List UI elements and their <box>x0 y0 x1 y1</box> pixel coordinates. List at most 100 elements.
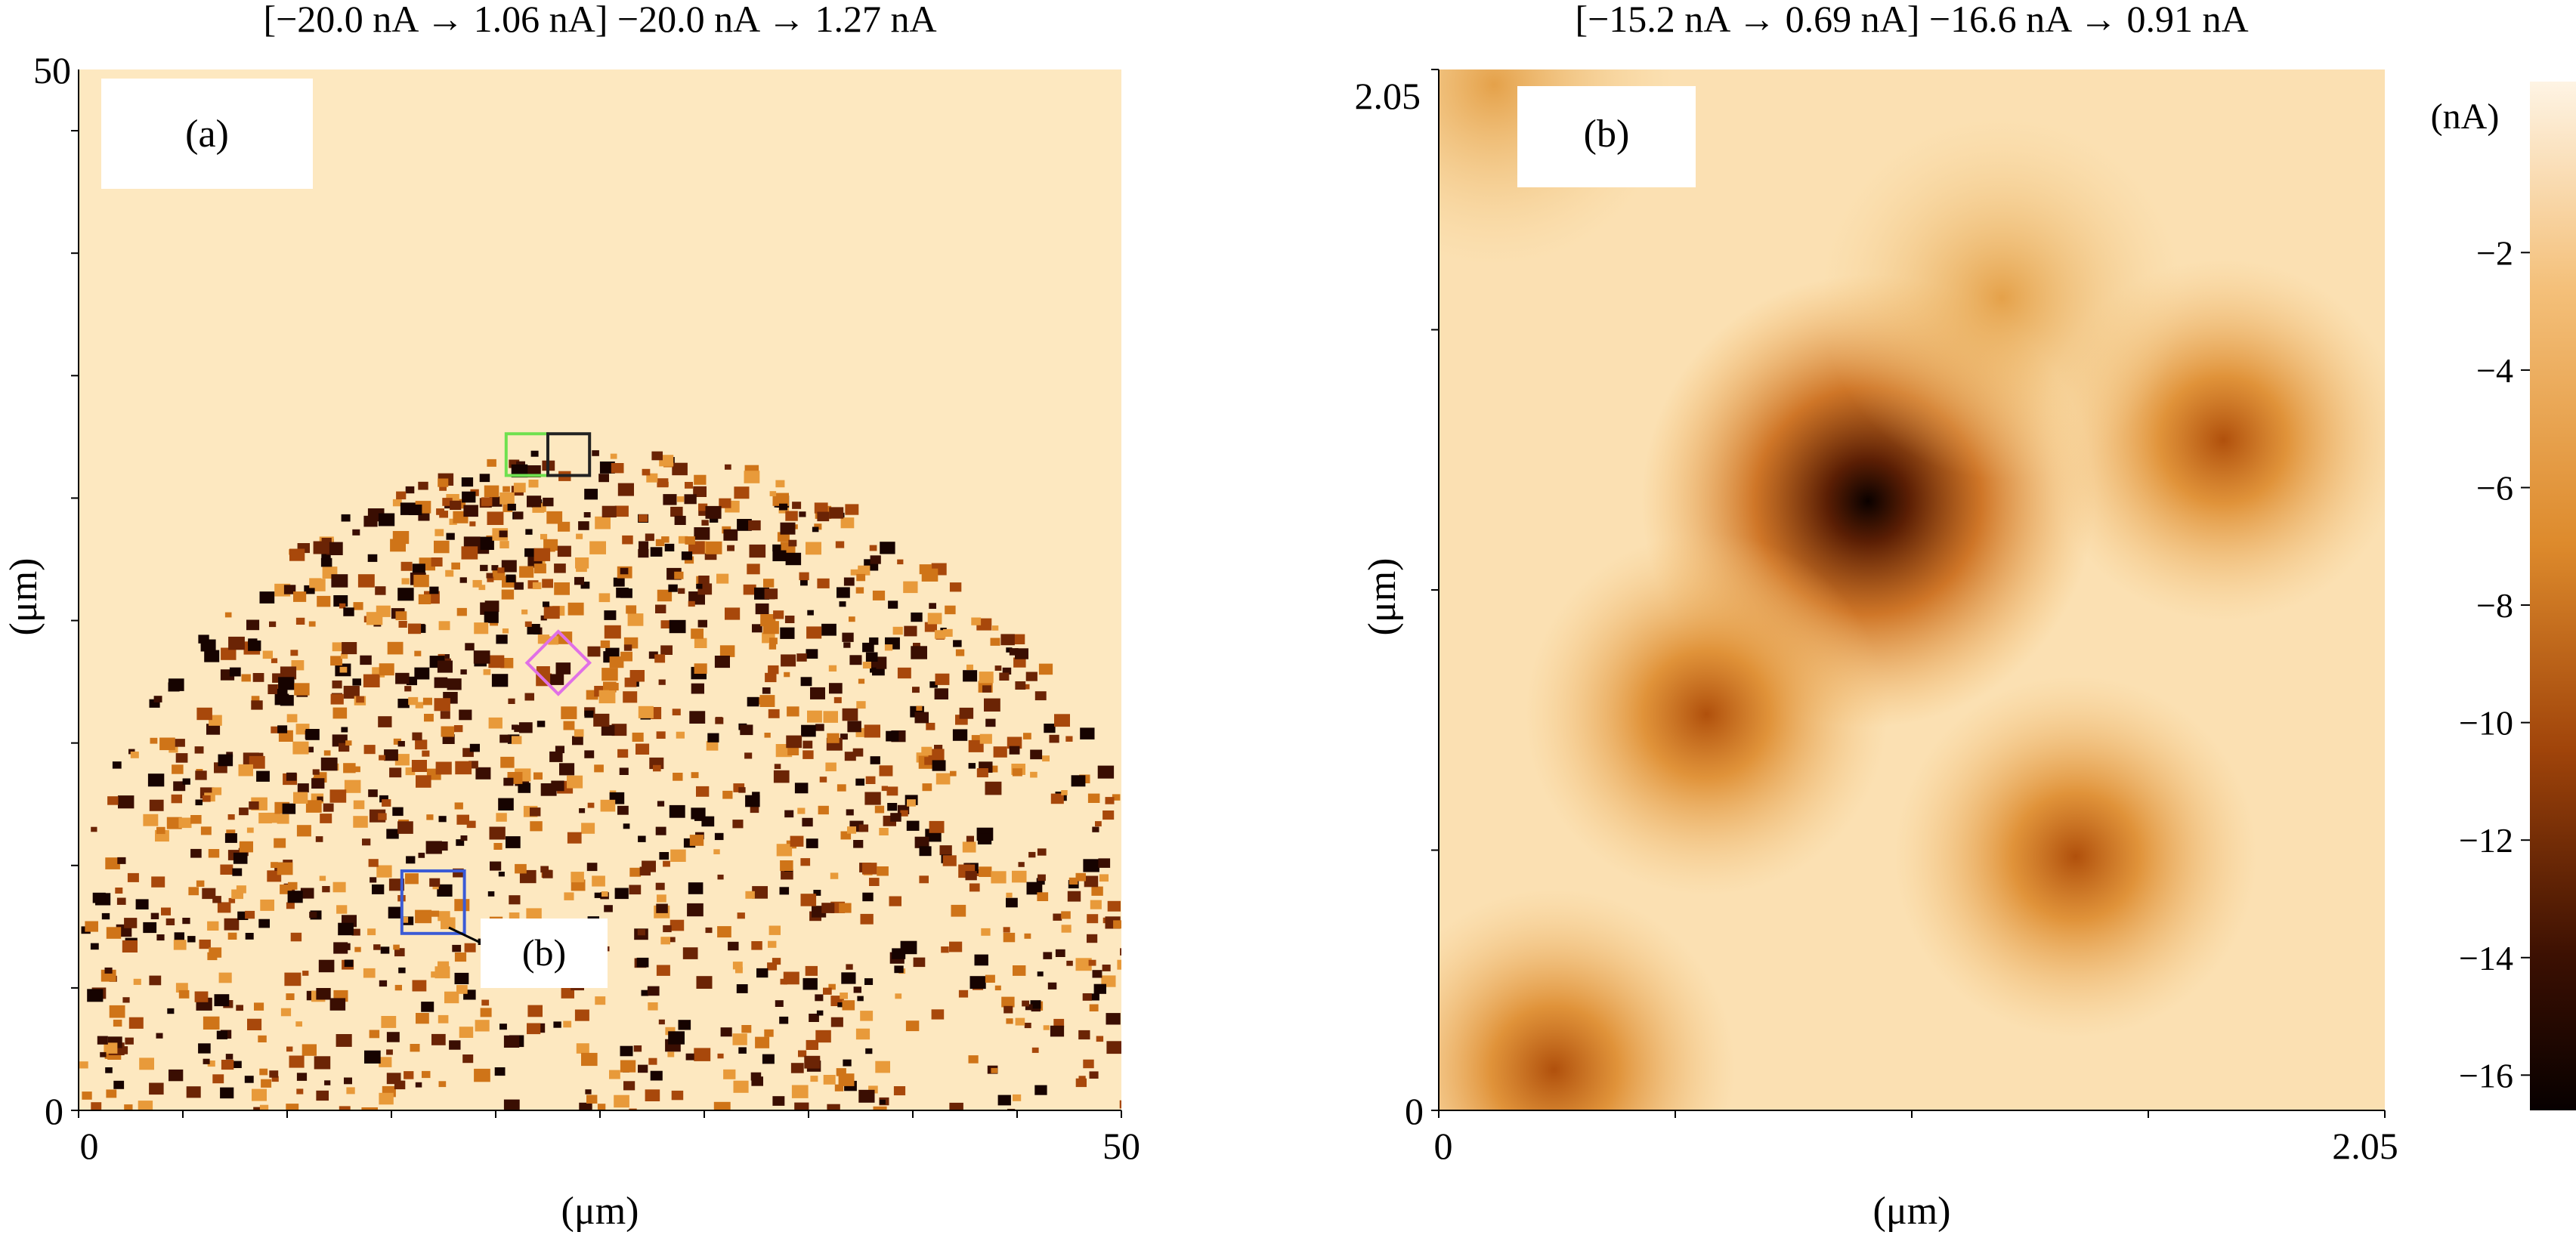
speckle-spot <box>669 619 686 634</box>
speckle-spot <box>405 873 419 885</box>
speckle-spot <box>207 921 219 931</box>
speckle-spot <box>691 628 704 639</box>
speckle-spot <box>398 621 407 628</box>
speckle-spot <box>713 1101 731 1110</box>
speckle-spot <box>727 545 734 551</box>
speckle-spot <box>527 1005 543 1017</box>
speckle-spot <box>344 1077 352 1085</box>
speckle-spot <box>269 621 277 628</box>
speckle-spot <box>1092 970 1102 978</box>
speckle-spot <box>1061 925 1072 933</box>
speckle-spot <box>493 843 503 850</box>
speckle-spot <box>829 507 844 519</box>
speckle-spot <box>576 533 583 539</box>
speckle-spot <box>194 991 209 1002</box>
speckle-spot <box>781 654 796 667</box>
speckle-spot <box>697 619 707 628</box>
speckle-spot <box>345 740 352 746</box>
speckle-spot <box>658 679 666 685</box>
speckle-spot <box>840 993 848 999</box>
speckle-spot <box>313 541 329 554</box>
speckle-spot <box>305 800 322 813</box>
speckle-spot <box>763 579 775 588</box>
speckle-spot <box>561 706 577 720</box>
speckle-spot <box>862 662 871 668</box>
speckle-spot <box>499 541 509 548</box>
speckle-spot <box>614 505 629 517</box>
speckle-spot <box>454 802 463 810</box>
speckle-spot <box>459 577 467 583</box>
speckle-spot <box>486 573 493 579</box>
speckle-spot <box>685 1053 694 1061</box>
speckle-spot <box>670 919 685 931</box>
speckle-spot <box>1028 851 1036 858</box>
speckle-spot <box>100 1051 107 1057</box>
speckle-spot <box>657 589 673 602</box>
speckle-spot <box>815 994 824 1002</box>
speckle-spot <box>1006 647 1013 653</box>
speckle-spot <box>182 918 190 925</box>
speckle-spot <box>623 691 638 703</box>
speckle-spot <box>810 687 825 699</box>
current-blob <box>1525 533 1888 896</box>
speckle-spot <box>411 760 427 772</box>
speckle-spot <box>227 932 237 940</box>
speckle-spot <box>579 1102 592 1110</box>
speckle-spot <box>524 548 536 557</box>
speckle-spot <box>942 855 957 866</box>
speckle-spot <box>614 888 629 900</box>
speckle-spot <box>665 1027 676 1036</box>
speckle-spot <box>105 857 120 869</box>
speckle-spot <box>415 702 424 709</box>
speckle-spot <box>945 605 956 615</box>
speckle-spot <box>106 1089 117 1098</box>
speckle-spot <box>1026 881 1043 895</box>
speckle-spot <box>454 899 470 912</box>
speckle-spot <box>1075 1078 1087 1088</box>
speckle-spot <box>922 783 932 792</box>
speckle-spot <box>576 1043 589 1054</box>
speckle-spot <box>1106 1013 1121 1025</box>
speckle-spot <box>1023 684 1030 690</box>
speckle-spot <box>788 539 797 547</box>
panel-a-label-box <box>101 79 313 189</box>
speckle-spot <box>172 764 184 774</box>
speckle-spot <box>530 450 539 457</box>
speckle-spot <box>1087 793 1100 803</box>
speckle-spot <box>814 502 828 514</box>
speckle-spot <box>501 560 517 573</box>
speckle-spot <box>627 613 644 626</box>
speckle-spot <box>312 769 320 775</box>
speckle-spot <box>858 565 871 576</box>
speckle-spot <box>807 610 814 616</box>
speckle-spot <box>224 612 232 618</box>
speckle-spot <box>969 883 980 892</box>
speckle-spot <box>571 879 586 891</box>
speckle-spot <box>869 878 880 886</box>
speckle-spot <box>709 515 719 523</box>
speckle-spot <box>1092 826 1099 832</box>
speckle-spot <box>463 505 478 517</box>
speckle-spot <box>498 798 514 810</box>
speckle-spot <box>259 1068 268 1076</box>
speckle-spot <box>437 884 453 897</box>
speckle-spot <box>913 643 920 649</box>
speckle-spot <box>786 735 802 749</box>
speckle-spot <box>247 1018 262 1030</box>
speckle-spot <box>823 1075 836 1085</box>
speckle-spot <box>280 695 294 706</box>
speckle-spot <box>424 714 434 722</box>
speckle-spot <box>929 681 938 688</box>
speckle-spot <box>614 1095 629 1108</box>
speckle-spot <box>941 946 949 953</box>
speckle-spot <box>613 577 625 587</box>
speckle-spot <box>1082 993 1092 1001</box>
speckle-spot <box>870 756 880 764</box>
speckle-spot <box>1102 965 1111 971</box>
speckle-spot <box>171 794 182 804</box>
speckle-spot <box>503 486 510 492</box>
speckle-spot <box>752 886 768 899</box>
speckle-spot <box>284 972 302 986</box>
speckle-spot <box>897 667 911 679</box>
speckle-spot <box>655 604 666 613</box>
